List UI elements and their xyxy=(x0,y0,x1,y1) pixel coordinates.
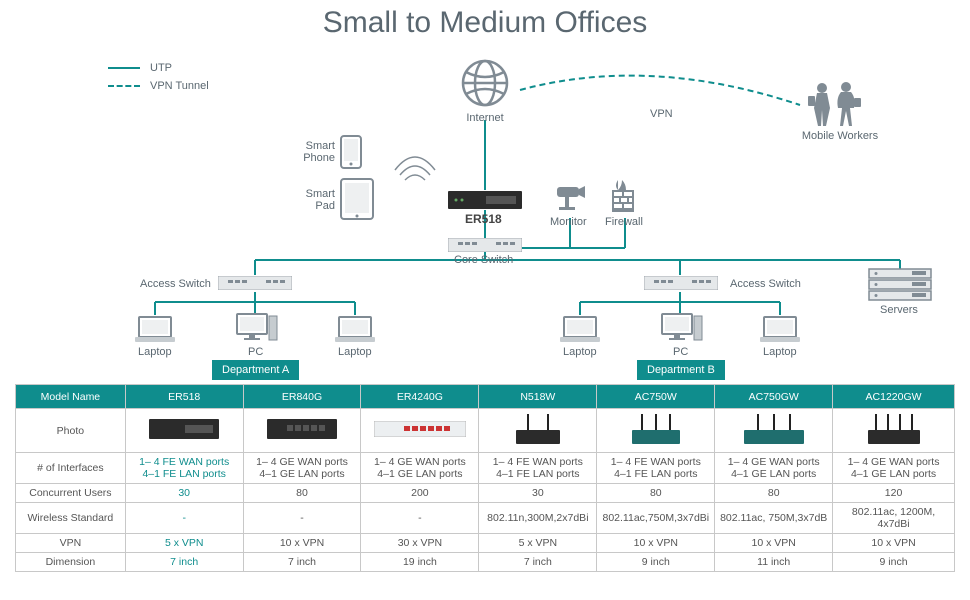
table-cell xyxy=(833,409,955,453)
table-row: Concurrent Users3080200308080120 xyxy=(16,484,955,503)
table-cell: 19 inch xyxy=(361,553,479,572)
table-cell: 1– 4 GE WAN ports4–1 GE LAN ports xyxy=(833,453,955,484)
table-row-label: VPN xyxy=(16,534,126,553)
table-row: Photo xyxy=(16,409,955,453)
table-cell: 1– 4 FE WAN ports4–1 FE LAN ports xyxy=(597,453,715,484)
table-cell: - xyxy=(243,503,361,534)
table-cell: 5 x VPN xyxy=(479,534,597,553)
core-switch-label: Core Switch xyxy=(454,254,513,266)
table-cell: 80 xyxy=(715,484,833,503)
laptop-b2-label: Laptop xyxy=(763,346,797,358)
table-cell: 802.11ac, 750M,3x7dB xyxy=(715,503,833,534)
access-switch-right-icon xyxy=(644,276,718,295)
table-cell: 802.11ac, 1200M, 4x7dBi xyxy=(833,503,955,534)
smartpad-icon xyxy=(340,178,374,225)
table-cell: 7 inch xyxy=(125,553,243,572)
table-cell xyxy=(243,409,361,453)
table-cell: 10 x VPN xyxy=(597,534,715,553)
smartphone-icon xyxy=(340,135,362,174)
table-cell: 7 inch xyxy=(243,553,361,572)
laptop-b1-icon xyxy=(558,315,602,350)
laptop-a2-icon xyxy=(333,315,377,350)
table-cell: - xyxy=(361,503,479,534)
er518-device-icon xyxy=(448,188,522,215)
table-cell: 9 inch xyxy=(833,553,955,572)
table-header-cell: AC750W xyxy=(597,385,715,409)
laptop-b2-icon xyxy=(758,315,802,350)
table-cell: 802.11n,300M,2x7dBi xyxy=(479,503,597,534)
firewall-label: Firewall xyxy=(605,216,643,228)
table-cell xyxy=(361,409,479,453)
table-row-label: Photo xyxy=(16,409,126,453)
table-header-cell: ER840G xyxy=(243,385,361,409)
table-cell: - xyxy=(125,503,243,534)
smartphone-label: SmartPhone xyxy=(295,140,335,164)
table-cell: 30 xyxy=(479,484,597,503)
diagram-page: Small to Medium Offices UTP VPN Tunnel xyxy=(0,0,970,600)
table-cell: 30 xyxy=(125,484,243,503)
access-switch-right-label: Access Switch xyxy=(730,278,801,290)
table-cell: 1– 4 FE WAN ports4–1 FE LAN ports xyxy=(479,453,597,484)
dept-b-tag: Department B xyxy=(637,360,725,380)
laptop-b1-label: Laptop xyxy=(563,346,597,358)
mobile-workers-label: Mobile Workers xyxy=(795,130,885,142)
table-cell xyxy=(479,409,597,453)
monitor-label: Monitor xyxy=(550,216,587,228)
table-row-label: Concurrent Users xyxy=(16,484,126,503)
table-cell: 7 inch xyxy=(479,553,597,572)
table-row-label: Wireless Standard xyxy=(16,503,126,534)
laptop-a2-label: Laptop xyxy=(338,346,372,358)
mobile-workers-icon xyxy=(800,78,870,133)
pc-a-label: PC xyxy=(248,346,263,358)
vpn-label: VPN xyxy=(650,108,673,120)
table-cell: 1– 4 FE WAN ports4–1 FE LAN ports xyxy=(125,453,243,484)
table-header-cell: Model Name xyxy=(16,385,126,409)
table-cell xyxy=(125,409,243,453)
table-cell: 120 xyxy=(833,484,955,503)
table-cell: 9 inch xyxy=(597,553,715,572)
access-switch-left-icon xyxy=(218,276,292,295)
table-cell: 30 x VPN xyxy=(361,534,479,553)
smartpad-label: SmartPad xyxy=(295,188,335,212)
table-cell: 200 xyxy=(361,484,479,503)
table-cell: 10 x VPN xyxy=(833,534,955,553)
laptop-a1-label: Laptop xyxy=(138,346,172,358)
table-cell: 1– 4 GE WAN ports4–1 GE LAN ports xyxy=(243,453,361,484)
monitor-camera-icon xyxy=(553,183,587,218)
table-cell: 1– 4 GE WAN ports4–1 GE LAN ports xyxy=(361,453,479,484)
table-row: Wireless Standard---802.11n,300M,2x7dBi8… xyxy=(16,503,955,534)
table-header-cell: N518W xyxy=(479,385,597,409)
firewall-icon xyxy=(608,178,642,219)
table-cell: 5 x VPN xyxy=(125,534,243,553)
table-header-cell: AC1220GW xyxy=(833,385,955,409)
table-cell: 802.11ac,750M,3x7dBi xyxy=(597,503,715,534)
table-header-row: Model NameER518ER840GER4240GN518WAC750WA… xyxy=(16,385,955,409)
table-cell xyxy=(715,409,833,453)
spec-table: Model NameER518ER840GER4240GN518WAC750WA… xyxy=(15,384,955,572)
table-row-label: # of Interfaces xyxy=(16,453,126,484)
table-header-cell: ER4240G xyxy=(361,385,479,409)
table-row: VPN5 x VPN10 x VPN30 x VPN5 x VPN10 x VP… xyxy=(16,534,955,553)
laptop-a1-icon xyxy=(133,315,177,350)
table-row-label: Dimension xyxy=(16,553,126,572)
table-row: # of Interfaces1– 4 FE WAN ports4–1 FE L… xyxy=(16,453,955,484)
servers-label: Servers xyxy=(880,304,918,316)
servers-icon xyxy=(868,268,932,307)
table-cell: 11 inch xyxy=(715,553,833,572)
table-cell: 10 x VPN xyxy=(243,534,361,553)
table-row: Dimension7 inch7 inch19 inch7 inch9 inch… xyxy=(16,553,955,572)
table-cell: 10 x VPN xyxy=(715,534,833,553)
table-cell: 80 xyxy=(597,484,715,503)
table-header-cell: AC750GW xyxy=(715,385,833,409)
pc-b-label: PC xyxy=(673,346,688,358)
table-cell xyxy=(597,409,715,453)
dept-a-tag: Department A xyxy=(212,360,299,380)
table-cell: 80 xyxy=(243,484,361,503)
table-header-cell: ER518 xyxy=(125,385,243,409)
internet-label: Internet xyxy=(463,112,507,124)
table-cell: 1– 4 GE WAN ports4–1 GE LAN ports xyxy=(715,453,833,484)
er518-label: ER518 xyxy=(465,212,502,226)
access-switch-left-label: Access Switch xyxy=(140,278,211,290)
globe-icon xyxy=(460,58,510,113)
